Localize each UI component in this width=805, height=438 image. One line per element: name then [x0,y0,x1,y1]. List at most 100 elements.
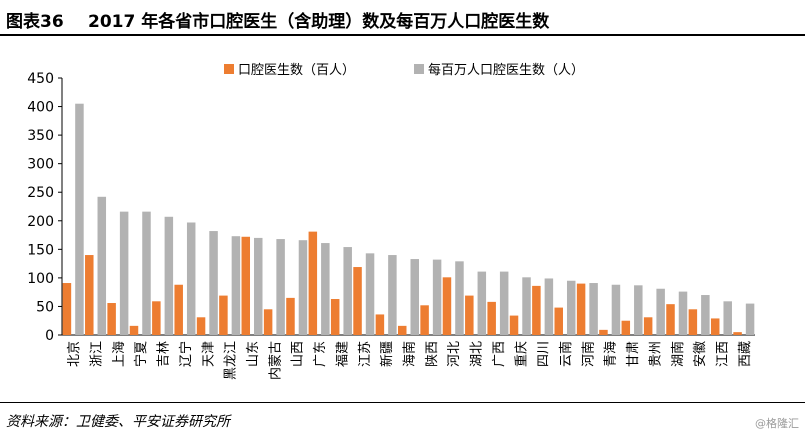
y-tick-label: 400 [27,100,54,116]
y-tick-label: 250 [27,185,54,201]
x-category-label: 广东 [313,341,328,367]
x-category-label: 贵州 [648,341,663,367]
x-category-label: 河南 [580,341,596,367]
x-category-label: 湖北 [470,341,485,367]
x-category-label: 河北 [447,341,462,367]
figure-number: 图表36 [6,12,64,32]
bar-series1 [62,283,72,335]
bar-series1 [308,231,318,335]
y-tick-label: 350 [27,128,54,144]
x-category-label: 青海 [604,341,619,367]
source-note: 资料来源：卫健委、平安证券研究所 [6,414,230,430]
bar-series1 [621,320,631,335]
figure-title: 2017 年各省市口腔医生（含助理）数及每百万人口腔医生数 [88,12,550,32]
x-category-label: 上海 [112,341,127,367]
bar-series1 [129,325,139,335]
y-tick-label: 300 [27,157,54,173]
watermark: @格隆汇 [755,417,799,430]
bar-series2 [589,283,598,335]
bar-series1 [241,236,251,335]
bar-series1 [420,305,429,335]
bar-series1 [442,277,452,335]
bar-series1 [219,295,228,335]
legend-label-series1: 口腔医生数（百人） [238,63,355,78]
bar-series2 [544,278,554,335]
y-tick-label: 150 [27,242,54,258]
bar-series2 [343,247,352,335]
x-category-label: 新疆 [379,341,395,367]
bar-series2 [164,216,174,335]
bar-series2 [477,271,487,335]
x-category-label: 海南 [402,341,418,367]
bar-series2 [388,255,397,335]
bar-series2 [723,301,732,335]
bar-series1 [487,301,496,335]
x-category-label: 陕西 [425,341,440,367]
bar-series1 [666,304,675,335]
bar-series2 [522,277,531,335]
legend-swatch-series1 [224,64,234,74]
figure-footer: 资料来源：卫健委、平安证券研究所 @格隆汇 [0,402,805,438]
legend-swatch-series2 [414,64,424,74]
bar-series1 [532,285,541,335]
bar-series2 [745,303,755,335]
x-category-label: 福建 [335,341,350,367]
bar-series1 [733,332,742,335]
bar-series1 [599,329,608,335]
x-category-label: 湖南 [670,341,686,367]
bar-series2 [97,196,107,335]
bar-series1 [398,325,407,335]
y-tick-label: 0 [45,328,54,344]
bar-chart: 0 50 100 150 200 250 300 350 400 450 北京 浙江 上海 宁夏 吉林 辽宁天… [27,62,755,380]
x-category-label: 安徽 [693,341,708,367]
x-category-label: 黑龙江 [224,341,239,380]
x-category-label: 西藏 [738,341,753,367]
bar-series1 [196,317,206,335]
x-category-label: 天津 [201,341,216,367]
x-category-label: 山东 [246,341,261,367]
bar-series1 [286,297,295,335]
x-category-label: 宁夏 [133,341,149,367]
x-category-label: 吉林 [157,341,172,367]
bar-series1 [353,267,362,335]
bar-series2 [75,103,84,335]
y-tick-label: 100 [27,271,54,287]
bar-series1 [85,255,94,335]
bar-series1 [688,309,698,335]
bar-series1 [576,283,586,335]
bar-series2 [119,211,129,335]
bar-series2 [499,271,509,335]
bar-series2 [410,259,419,335]
legend-label-series2: 每百万人口腔医生数（人） [428,62,584,78]
bar-series2 [209,231,218,335]
y-tick-label: 200 [27,214,54,230]
bar-series1 [509,315,519,335]
bar-series1 [375,314,385,335]
x-category-label: 云南 [558,341,574,367]
bar-series2 [678,291,688,335]
figure-header: 图表36 2017 年各省市口腔医生（含助理）数及每百万人口腔医生数 [0,0,805,36]
x-category-label: 广西 [492,341,507,367]
bar-series2 [231,236,241,335]
x-category-label: 重庆 [513,341,529,367]
bar-series2 [656,288,665,335]
bar-series2 [142,211,151,335]
bar-series1 [263,309,273,335]
bar-series2 [276,239,285,335]
x-category-label: 江西 [715,341,730,367]
bar-series1 [554,307,563,335]
bar-series2 [186,222,196,335]
bar-series2 [701,295,710,335]
bar-series2 [365,253,375,335]
x-category-label: 内蒙古 [267,341,283,380]
bar-series1 [107,303,116,335]
bar-series2 [611,284,621,335]
bar-series2 [254,237,263,335]
x-category-label: 甘肃 [626,341,641,367]
bar-series1 [174,284,183,335]
bar-series2 [298,240,308,335]
bar-series2 [455,261,464,335]
x-category-label: 浙江 [90,341,105,367]
x-category-label: 山西 [291,341,306,367]
x-category-label: 四川 [537,341,552,367]
